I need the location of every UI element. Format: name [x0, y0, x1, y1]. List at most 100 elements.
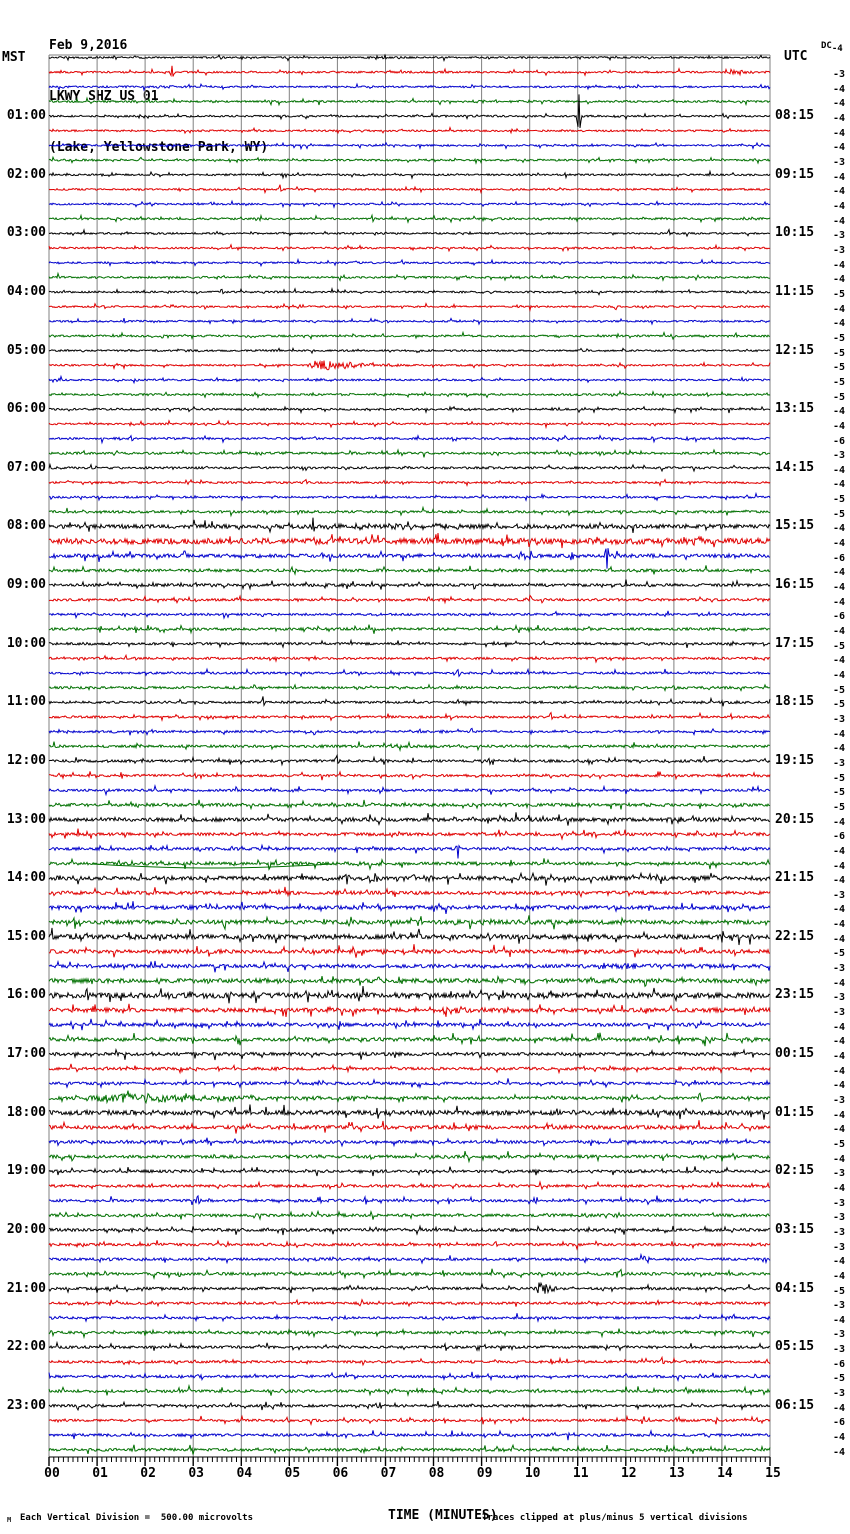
- mst-time-label: 20:00: [6, 1221, 46, 1237]
- utc-time-label: 23:15: [775, 987, 815, 1003]
- seismic-trace: [48, 857, 771, 871]
- seismic-trace: [48, 783, 771, 797]
- plot-header: Feb 9,2016 LKWY SHZ US 01 (Lake, Yellows…: [49, 3, 268, 173]
- seismic-trace: [48, 169, 771, 180]
- dc-value: -3: [832, 450, 845, 462]
- seismic-trace: [48, 1355, 771, 1367]
- seismic-trace: [48, 1166, 771, 1177]
- seismic-trace: [48, 944, 770, 958]
- mst-time-label: 15:00: [6, 928, 46, 944]
- dc-value: -3: [832, 1212, 845, 1224]
- dc-value: -5: [832, 288, 845, 300]
- x-tick-label: 12: [620, 1466, 637, 1481]
- seismic-trace: [48, 1209, 771, 1221]
- dc-value: -4: [832, 1036, 845, 1048]
- x-tick-label: 04: [236, 1466, 253, 1481]
- dc-value: -4: [832, 1124, 845, 1136]
- seismic-trace: [48, 374, 771, 385]
- dc-value: -3: [832, 245, 845, 256]
- seismic-trace: [48, 1224, 771, 1236]
- seismic-trace: [48, 1063, 771, 1075]
- dc-value: -4: [832, 655, 845, 667]
- seismic-trace: [48, 1003, 771, 1017]
- dc-value: -3: [832, 230, 845, 242]
- utc-time-label: 04:15: [775, 1280, 815, 1296]
- dc-value: -5: [832, 376, 845, 388]
- seismic-trace: [48, 871, 771, 886]
- scale-note: Each Vertical Division = 500.00 microvol…: [20, 1513, 253, 1523]
- header-station: LKWY SHZ US 01: [49, 89, 159, 104]
- x-tick-label: 09: [476, 1466, 493, 1481]
- seismic-trace: [48, 1150, 771, 1164]
- seismic-trace: [48, 505, 771, 518]
- dc-value: -4: [832, 303, 845, 315]
- dc-value: -4: [832, 1314, 845, 1326]
- dc-value: -4: [832, 860, 845, 872]
- mst-time-label: 01:00: [6, 108, 46, 124]
- seismic-trace: [48, 1137, 771, 1148]
- seismic-trace: [48, 812, 771, 827]
- x-tick-label: 14: [717, 1466, 733, 1481]
- dc-value: -3: [832, 757, 845, 769]
- utc-time-label: 16:15: [775, 577, 815, 593]
- seismic-trace: [48, 1340, 771, 1352]
- utc-axis-title: UTC: [784, 49, 808, 64]
- utc-time-label: 20:15: [775, 811, 815, 827]
- x-tick-label: 03: [188, 1466, 205, 1481]
- seismic-trace: [48, 1400, 771, 1412]
- dc-value: -5: [832, 391, 845, 403]
- seismic-trace: [48, 65, 771, 78]
- seismic-trace: [48, 594, 771, 605]
- dc-value: -4: [832, 98, 845, 110]
- mst-time-label: 22:00: [6, 1339, 46, 1355]
- seismic-trace: [48, 126, 771, 135]
- seismic-trace: [48, 653, 771, 664]
- utc-time-label: 17:15: [775, 635, 815, 651]
- seismic-trace: [48, 711, 771, 722]
- seismic-trace: [48, 548, 771, 569]
- mst-time-label: 09:00: [6, 577, 46, 593]
- dc-value: -3: [832, 713, 845, 725]
- mst-time-label: 11:00: [6, 694, 46, 710]
- dc-value: -3: [832, 1095, 845, 1106]
- dc-value: -6: [832, 611, 845, 623]
- dc-value: -4: [832, 567, 845, 579]
- dc-value: -4: [832, 1182, 845, 1194]
- seismic-trace: [48, 184, 771, 195]
- seismic-trace: [48, 843, 771, 859]
- dc-value: -5: [832, 772, 845, 784]
- dc-value: -4: [832, 933, 845, 945]
- seismic-trace: [48, 1104, 771, 1120]
- seismic-trace: [48, 302, 770, 312]
- dc-value: -4: [832, 259, 845, 271]
- x-tick-label: 13: [669, 1466, 685, 1481]
- seismic-trace: [48, 638, 771, 649]
- seismic-trace: [48, 1047, 771, 1061]
- dc-value: -3: [832, 1300, 845, 1312]
- dc-value: -4: [832, 406, 845, 418]
- clip-note: Traces clipped at plus/minus 5 vertical …: [482, 1513, 748, 1523]
- dc-value: -4: [832, 1021, 845, 1033]
- utc-time-label: 10:15: [775, 225, 815, 241]
- x-tick-label: 10: [524, 1466, 541, 1481]
- dc-value: -4: [832, 1051, 845, 1063]
- dc-value: -4: [832, 201, 845, 213]
- dc-value: -6: [832, 1358, 845, 1370]
- telemetry-line: [92, 863, 333, 869]
- dc-value: -4: [832, 919, 845, 931]
- dc-value: -5: [832, 1285, 845, 1297]
- mst-time-label: 05:00: [6, 342, 46, 358]
- x-tick-label: 02: [140, 1466, 156, 1481]
- dc-value: -5: [832, 684, 845, 696]
- dc-value: -3: [832, 1226, 845, 1238]
- mst-time-label: 07:00: [6, 459, 46, 475]
- mst-time-label: 10:00: [6, 635, 46, 651]
- seismic-trace: [48, 901, 771, 914]
- utc-time-label: 22:15: [775, 928, 815, 944]
- mst-time-label: 06:00: [6, 401, 46, 417]
- seismic-trace: [48, 405, 771, 415]
- seismic-trace: [48, 727, 771, 737]
- mst-time-label: 03:00: [6, 225, 46, 241]
- mst-time-label: 17:00: [6, 1046, 46, 1062]
